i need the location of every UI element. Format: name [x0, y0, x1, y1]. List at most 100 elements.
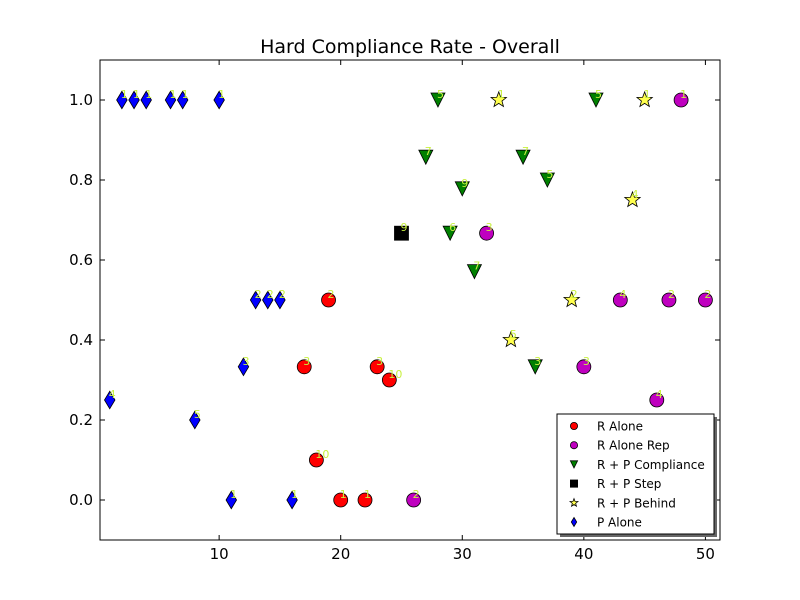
r-p-compliance-point: [539, 172, 556, 188]
r-p-compliance-point-label: 7: [522, 145, 529, 158]
legend-label: R Alone Rep: [597, 439, 670, 453]
y-tick-label: 0.0: [69, 491, 93, 509]
p-alone-point: [213, 90, 225, 110]
r-p-compliance-point-label: 7: [473, 260, 480, 273]
r-alone-point-label: 3: [303, 355, 310, 368]
p-alone-point: [116, 90, 128, 110]
r-p-compliance-point: [588, 92, 604, 108]
r-alone-rep-point: [576, 359, 592, 375]
r-p-compliance-point: [430, 92, 446, 108]
r-p-compliance-point: [454, 181, 470, 197]
legend-marker-r-alone-rep: [570, 441, 579, 450]
y-tick-label: 0.6: [69, 251, 93, 269]
plot-frame: [99, 59, 721, 541]
r-alone-rep-point: [661, 292, 677, 308]
r-alone-point: [296, 359, 312, 375]
p-alone-point: [225, 490, 238, 510]
r-alone-point-label: 1: [364, 488, 371, 501]
legend-label: P Alone: [597, 516, 642, 530]
r-alone-point-label: 1: [340, 488, 347, 501]
r-p-compliance-point: [418, 149, 434, 166]
r-alone-rep-point-label: 2: [704, 288, 711, 301]
r-alone-point: [369, 359, 385, 375]
r-p-compliance-point-label: 5: [595, 88, 602, 101]
r-p-behind-point-label: 2: [571, 288, 578, 301]
x-tick-label: 20: [331, 545, 350, 563]
y-tick-label: 0.2: [69, 411, 93, 429]
p-alone-point: [176, 90, 189, 110]
x-tick-label: 10: [210, 545, 229, 563]
legend-marker-p-alone: [570, 516, 578, 528]
p-alone-point-label: 5: [194, 408, 201, 421]
r-p-behind-point: [623, 190, 642, 208]
r-alone-point-label: 3: [376, 355, 383, 368]
legend: R Alone R Alone Rep R + P Compliance R + P …: [556, 413, 717, 537]
r-p-compliance-point-label: 3: [534, 355, 541, 368]
p-alone-point-label: 1: [145, 88, 152, 101]
r-p-behind-point-label: 1: [644, 88, 651, 101]
r-alone-point: [381, 372, 397, 388]
r-p-compliance-point: [466, 264, 483, 280]
r-p-behind-point: [562, 290, 581, 308]
r-alone-rep-point: [698, 292, 713, 308]
y-tick-label: 0.8: [69, 171, 93, 189]
legend-marker-r-p-step: [570, 479, 579, 488]
p-alone-point-label: 1: [291, 488, 298, 501]
r-p-compliance-point-label: 7: [425, 145, 432, 158]
p-alone-point-label: 3: [242, 355, 249, 368]
r-p-behind-point: [490, 90, 508, 108]
r-p-step-point: [394, 225, 409, 241]
x-tick-label: 40: [574, 545, 593, 563]
p-alone-point-label: 1: [170, 88, 177, 101]
legend-marker-r-alone: [570, 421, 579, 430]
r-alone-rep-point: [479, 225, 494, 241]
r-alone-rep-point-label: 3: [486, 221, 493, 234]
p-alone-point: [128, 90, 140, 110]
p-alone-point-label: 2: [267, 288, 274, 301]
r-p-compliance-point-label: 5: [437, 88, 444, 101]
data-points: [104, 90, 713, 510]
r-p-compliance-point: [442, 225, 458, 242]
r-alone-point-label: 2: [328, 288, 335, 301]
p-alone-point-label: 1: [121, 88, 128, 101]
p-alone-point: [104, 390, 116, 410]
y-tick-label: 1.0: [69, 91, 93, 109]
r-p-behind-point: [635, 90, 654, 108]
p-alone-point: [262, 290, 274, 310]
p-alone-point: [237, 357, 250, 377]
p-alone-point: [189, 410, 201, 430]
r-alone-rep-point-label: 2: [668, 288, 675, 301]
legend-label: R + P Step: [597, 477, 661, 491]
r-alone-point: [321, 292, 336, 308]
p-alone-point-label: 4: [109, 388, 116, 401]
r-alone-rep-point-label: 1: [680, 88, 687, 101]
x-tick-label: 50: [696, 545, 715, 563]
r-alone-rep-point-label: 4: [656, 388, 663, 401]
p-alone-point: [286, 490, 298, 510]
p-alone-point-label: 1: [218, 88, 225, 101]
legend-label: R + P Compliance: [597, 458, 705, 472]
p-alone-point-label: 1: [182, 88, 189, 101]
axis-ticks: 10 20 30 40 50 0.0 0.2 0.4 0.6 0.8 1.0: [69, 60, 720, 563]
r-p-compliance-point-label: 9: [461, 177, 468, 190]
p-alone-point: [249, 290, 262, 310]
r-alone-rep-point: [612, 292, 628, 308]
r-alone-point-label: 10: [388, 368, 402, 381]
r-alone-point: [308, 452, 324, 468]
r-alone-rep-point: [406, 492, 422, 508]
r-p-behind-point: [502, 330, 520, 348]
p-alone-point-label: 2: [279, 288, 286, 301]
p-alone-point-label: 2: [255, 288, 262, 301]
r-p-compliance-point-label: 5: [546, 168, 553, 181]
x-tick-label: 30: [453, 545, 472, 563]
r-p-compliance-point: [527, 359, 543, 375]
r-alone-point: [333, 492, 349, 508]
r-p-behind-point-label: 5: [510, 328, 517, 341]
r-p-behind-point-label: 4: [631, 188, 638, 201]
legend-label: R Alone: [597, 420, 643, 434]
r-alone-rep-point: [673, 92, 689, 108]
r-alone-rep-point: [649, 392, 665, 408]
r-alone-rep-point-label: 2: [413, 488, 420, 501]
r-p-compliance-point: [515, 149, 531, 166]
